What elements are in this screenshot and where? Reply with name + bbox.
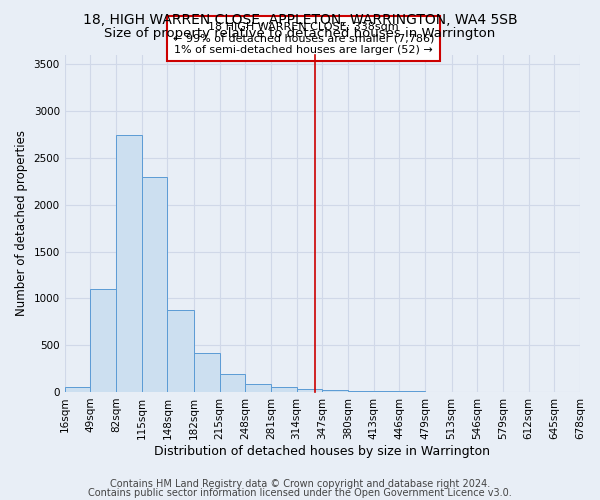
Bar [220,374,245,392]
Text: Contains HM Land Registry data © Crown copyright and database right 2024.: Contains HM Land Registry data © Crown c… [110,479,490,489]
Bar [322,390,348,392]
Text: Size of property relative to detached houses in Warrington: Size of property relative to detached ho… [104,28,496,40]
Text: 18 HIGH WARREN CLOSE: 338sqm
← 99% of detached houses are smaller (7,786)
1% of : 18 HIGH WARREN CLOSE: 338sqm ← 99% of de… [173,22,434,55]
Bar [142,176,167,392]
Bar [296,388,322,392]
Bar [65,388,91,392]
Bar [194,352,220,392]
X-axis label: Distribution of detached houses by size in Warrington: Distribution of detached houses by size … [154,444,490,458]
Bar [91,289,116,392]
Bar [116,134,142,392]
Bar [348,391,374,392]
Bar [167,310,194,392]
Text: Contains public sector information licensed under the Open Government Licence v3: Contains public sector information licen… [88,488,512,498]
Bar [245,384,271,392]
Text: 18, HIGH WARREN CLOSE, APPLETON, WARRINGTON, WA4 5SB: 18, HIGH WARREN CLOSE, APPLETON, WARRING… [83,12,517,26]
Bar [374,391,400,392]
Y-axis label: Number of detached properties: Number of detached properties [15,130,28,316]
Bar [271,388,296,392]
